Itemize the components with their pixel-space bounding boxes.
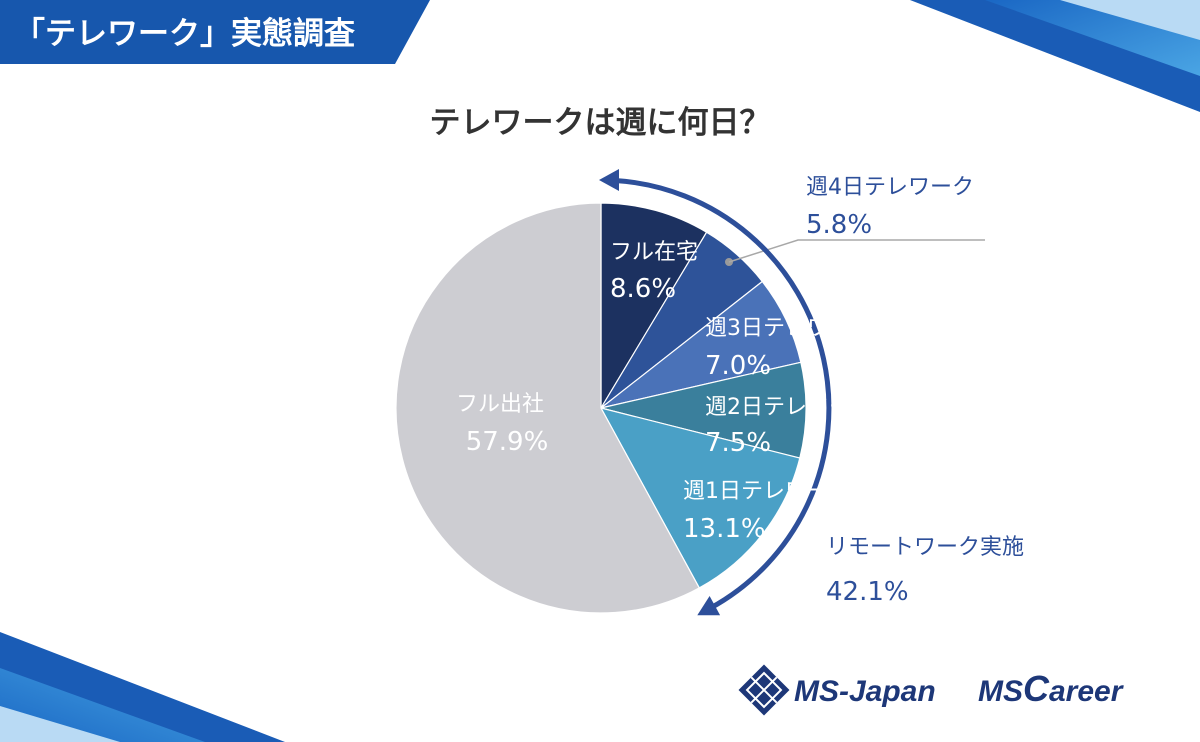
banner-shape <box>0 0 430 64</box>
label-3day: 週3日テレワーク <box>705 316 873 341</box>
header-banner: 「テレワーク」実態調査 <box>0 0 430 64</box>
leader-polyline <box>728 239 985 263</box>
label-1day: 週1日テレワーク <box>683 479 851 504</box>
arc-line <box>614 178 832 611</box>
value-4day: 5.8% <box>806 210 872 240</box>
ms-japan-wordmark: MS-Japan <box>794 675 936 708</box>
value-full-office: 57.9% <box>466 427 549 457</box>
label-2day: 週2日テレワーク <box>705 395 873 420</box>
banner-text: 「テレワーク」実態調査 <box>14 16 355 52</box>
chart-title: テレワークは週に何日？ <box>430 105 771 141</box>
leader-line <box>725 239 985 266</box>
value-remote-total: 42.1% <box>826 577 909 607</box>
value-1day: 13.1% <box>683 514 766 544</box>
stripe-pale <box>0 706 120 742</box>
pie-chart <box>395 202 807 614</box>
value-2day: 7.5% <box>705 428 771 458</box>
logo-ms-career: MSCareer <box>978 668 1125 709</box>
arrowhead-top <box>599 169 619 191</box>
slice-2day <box>600 361 807 459</box>
label-4day: 週4日テレワーク <box>806 175 974 200</box>
ms-career-wordmark: MSCareer <box>978 668 1125 709</box>
logo-ms-japan: MS-Japan <box>738 664 936 716</box>
slice-labels: フル在宅 8.6% 週4日テレワーク 5.8% 週3日テレワーク 7.0% 週2… <box>456 175 1024 607</box>
slice-full-office <box>395 202 701 614</box>
slice-full-remote <box>600 202 708 411</box>
value-3day: 7.0% <box>705 351 771 381</box>
arrowhead-bottom <box>697 596 721 616</box>
slice-1day <box>599 407 801 589</box>
label-full-remote: フル在宅 <box>610 240 698 265</box>
top-right-decoration <box>910 0 1200 112</box>
remote-work-arrow <box>599 169 832 616</box>
label-full-office: フル出社 <box>456 392 544 417</box>
bottom-left-decoration <box>0 632 285 742</box>
value-full-remote: 8.6% <box>610 274 676 304</box>
label-remote-total: リモートワーク実施 <box>826 535 1024 560</box>
stripe-pale <box>1060 0 1200 40</box>
ms-japan-diamond-icon <box>738 664 790 716</box>
